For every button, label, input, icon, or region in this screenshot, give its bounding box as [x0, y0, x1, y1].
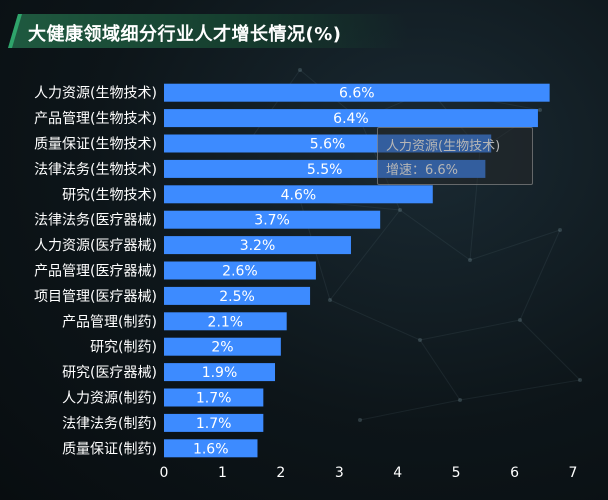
category-label: 质量保证(制药)	[62, 441, 157, 457]
bar[interactable]	[164, 109, 538, 128]
network-node	[458, 398, 462, 402]
data-label: 1.9%	[202, 365, 238, 381]
bar[interactable]	[164, 261, 316, 280]
tooltip: 人力资源(生物技术) 增速：6.6%	[377, 127, 533, 185]
data-label: 6.4%	[333, 111, 369, 127]
network-line	[459, 379, 581, 401]
data-label: 3.2%	[240, 238, 276, 254]
data-label: 1.7%	[196, 416, 232, 432]
title-bar: 大健康领域细分行业人才增长情况(%)	[8, 14, 408, 48]
bar[interactable]	[164, 337, 281, 356]
data-label: 5.5%	[307, 162, 343, 178]
data-label: 2.5%	[219, 289, 255, 305]
category-label: 研究(制药)	[90, 340, 157, 356]
network-line	[399, 209, 471, 261]
bar[interactable]	[164, 439, 258, 458]
network-line	[519, 229, 561, 321]
bar[interactable]	[164, 134, 492, 153]
x-tick-label: 3	[335, 465, 344, 481]
bar[interactable]	[164, 286, 311, 305]
x-tick-label: 1	[218, 465, 227, 481]
network-line	[329, 209, 401, 301]
bar[interactable]	[164, 185, 433, 204]
chart-title: 大健康领域细分行业人才增长情况(%)	[28, 24, 342, 45]
bar[interactable]	[164, 236, 351, 255]
data-label: 1.7%	[196, 391, 232, 407]
bar[interactable]	[164, 210, 381, 229]
data-label: 5.6%	[310, 137, 346, 153]
network-node	[538, 108, 542, 112]
category-label: 产品管理(生物技术)	[34, 111, 157, 127]
network-node	[558, 228, 562, 232]
bar[interactable]	[164, 312, 287, 331]
network-line	[329, 299, 421, 341]
bar[interactable]	[164, 413, 264, 432]
category-label: 研究(生物技术)	[62, 187, 157, 203]
x-tick-label: 5	[452, 465, 461, 481]
data-label: 3.7%	[254, 213, 290, 229]
category-label: 产品管理(医疗器械)	[34, 264, 157, 280]
data-label: 6.6%	[339, 86, 375, 102]
bar[interactable]	[164, 388, 264, 407]
network-line	[249, 69, 301, 141]
bar[interactable]	[164, 83, 550, 102]
x-tick-label: 2	[276, 465, 285, 481]
bar[interactable]	[164, 363, 276, 382]
network-line	[419, 339, 461, 401]
network-node	[328, 298, 332, 302]
network-line	[419, 319, 521, 341]
tooltip-value: 增速：6.6%	[386, 163, 459, 178]
network-node	[398, 208, 402, 212]
bar[interactable]	[164, 159, 486, 178]
category-label: 研究(医疗器械)	[62, 365, 157, 381]
category-label: 法律法务(医疗器械)	[34, 213, 157, 229]
category-label: 质量保证(生物技术)	[34, 137, 157, 153]
category-label: 法律法务(生物技术)	[34, 162, 157, 178]
category-label: 项目管理(医疗器械)	[34, 289, 157, 305]
data-label: 2%	[211, 340, 233, 356]
network-line	[359, 399, 461, 421]
category-label: 人力资源(生物技术)	[34, 86, 157, 102]
network-node	[518, 318, 522, 322]
tooltip-title: 人力资源(生物技术)	[386, 139, 501, 154]
title-banner	[8, 14, 408, 48]
data-label: 2.6%	[222, 264, 258, 280]
data-label: 1.6%	[193, 441, 229, 457]
category-label: 人力资源(医疗器械)	[34, 238, 157, 254]
data-label: 2.1%	[208, 314, 244, 330]
x-tick-label: 4	[393, 465, 402, 481]
data-label: 4.6%	[281, 187, 317, 203]
category-label: 产品管理(制药)	[62, 314, 157, 330]
network-node	[358, 418, 362, 422]
network-node	[468, 258, 472, 262]
category-label: 法律法务(制药)	[62, 416, 157, 432]
x-tick-label: 7	[569, 465, 578, 481]
network-node	[418, 338, 422, 342]
network-node	[298, 68, 302, 72]
network-node	[578, 378, 582, 382]
network-line	[519, 319, 581, 381]
category-label: 人力资源(制药)	[62, 391, 157, 407]
x-tick-label: 0	[160, 465, 169, 481]
network-line	[469, 229, 561, 261]
x-tick-label: 6	[510, 465, 519, 481]
